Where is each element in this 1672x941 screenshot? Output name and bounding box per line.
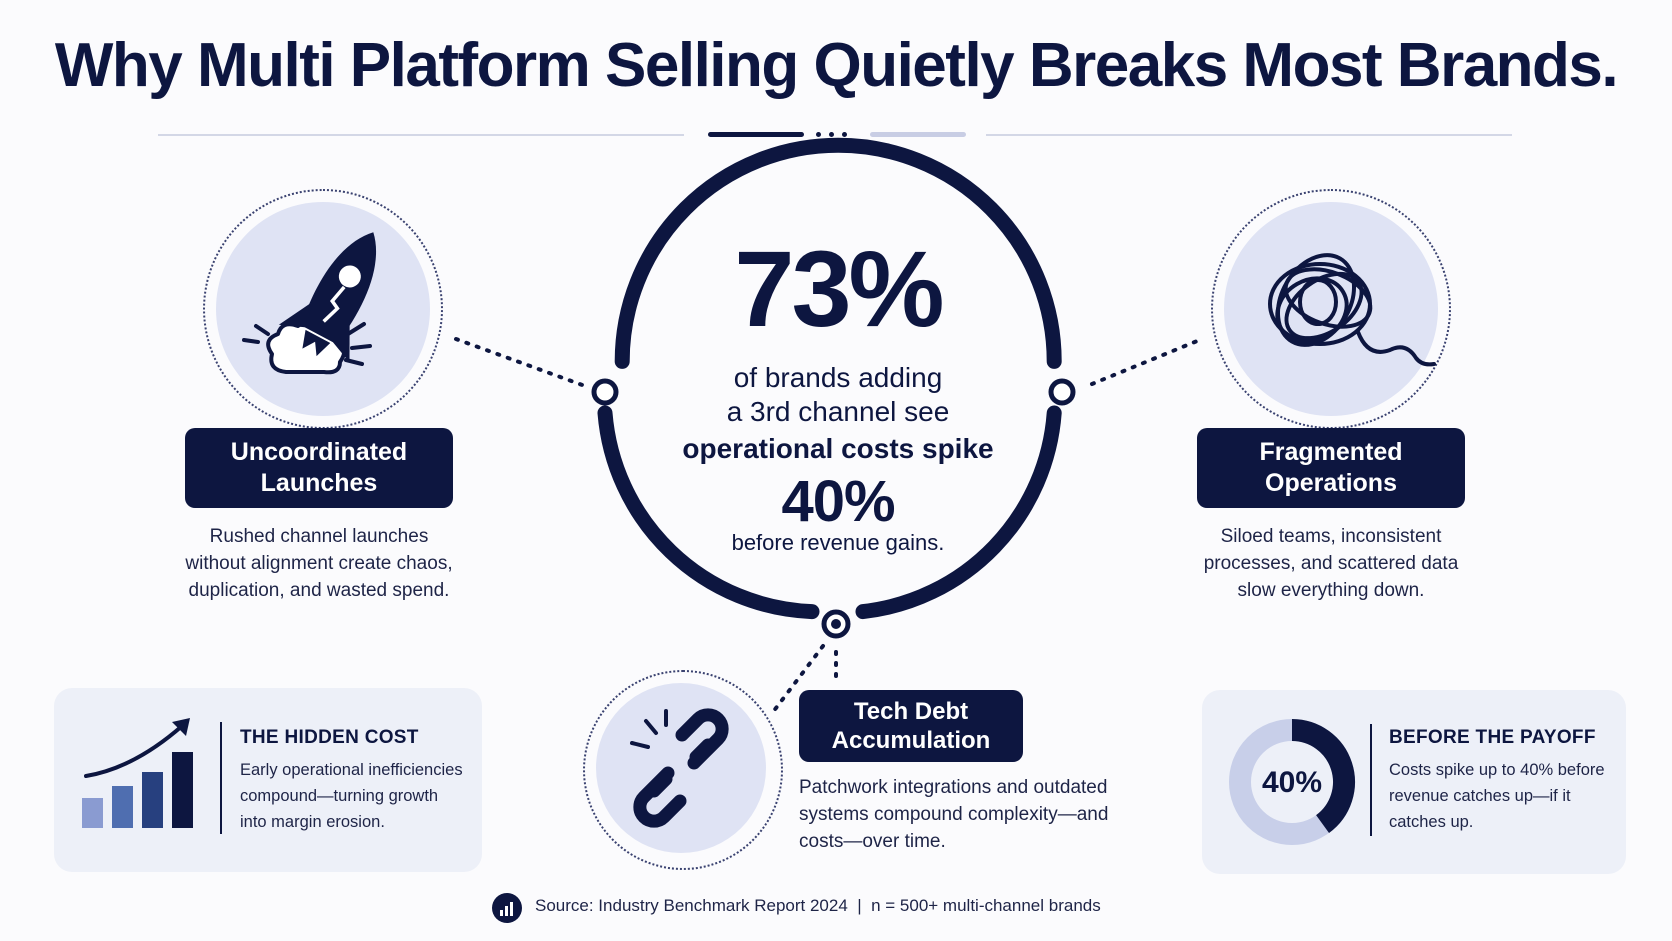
connector-left [454,337,587,388]
title-rule-dot [829,132,834,137]
right-feature-title-line-1: Fragmented [1259,438,1403,466]
left-desc-line: without alignment create chaos, [185,553,453,574]
ring-node-bottom-core [831,619,841,629]
bottom-desc-line: costs—over time. [799,831,946,852]
left-feature-description: Rushed channel launches without alignmen… [150,523,488,604]
title-rule-dot [842,132,847,137]
payoff-line: catches up. [1389,813,1474,831]
ring-arc-right [855,405,1062,620]
title-rule-left [158,134,684,136]
left-feature-title-line-2: Launches [260,469,378,497]
center-stat-secondary: 40% [781,469,895,534]
source-chart-icon [492,893,522,923]
hidden-cost-divider [220,722,222,834]
center-text-line-1: of brands adding [733,362,943,393]
title-rule-dot [816,132,821,137]
broken-chain-icon [630,708,729,828]
title-rule-accent-dark [708,132,804,137]
right-feature-title: Fragmented Operations [1197,428,1465,508]
right-desc-line: Siloed teams, inconsistent [1220,526,1442,547]
bottom-desc-line: Patchwork integrations and outdated [799,777,1108,798]
connector-bottom-diag [771,644,825,714]
bottom-feature-title-line-1: Tech Debt [853,698,969,725]
hidden-cost-text: Early operational inefficiencies compoun… [240,757,476,835]
hidden-cost-line: compound—turning growth [240,787,439,805]
donut-arc [1291,719,1355,833]
bottom-icon-ring [583,670,783,870]
connector-right [1090,337,1204,386]
right-feature-description: Siloed teams, inconsistent processes, an… [1162,523,1500,604]
source-note: Source: Industry Benchmark Report 2024 |… [535,896,1101,915]
title-rule-right [986,134,1512,136]
left-feature-title: Uncoordinated Launches [185,428,453,508]
headline-stat: 73% [734,228,944,349]
right-icon-disc [1224,202,1438,416]
ring-node-left [591,378,619,406]
ring-node-right [1048,378,1076,406]
right-feature-title-line-2: Operations [1265,469,1397,497]
tangle-icon [1268,253,1436,367]
ring-arc-top [614,137,1062,369]
center-text-line-4: before revenue gains. [731,530,945,555]
left-feature-title-line-1: Uncoordinated [230,438,408,466]
payoff-text: Costs spike up to 40% before revenue cat… [1389,757,1619,835]
payoff-donut-chart: 40% [1229,719,1355,845]
bottom-feature-title: Tech Debt Accumulation [799,690,1023,762]
center-text-emphasis: operational costs spike [682,433,994,464]
hidden-cost-card [54,688,482,872]
donut-label: 40% [1262,766,1322,799]
hidden-cost-title: THE HIDDEN COST [240,727,419,748]
rocket-icon [242,232,377,375]
hidden-cost-line: into margin erosion. [240,813,385,831]
center-text-line-2: a 3rd channel see [726,396,950,427]
payoff-line: Costs spike up to 40% before [1389,761,1605,779]
payoff-divider [1370,724,1372,836]
left-desc-line: duplication, and wasted spend. [188,580,450,601]
bottom-feature-description: Patchwork integrations and outdated syst… [799,774,1139,855]
bottom-feature-title-line-2: Accumulation [831,727,991,754]
ring-arc-left [597,405,820,620]
bottom-desc-line: systems compound complexity—and [799,804,1109,825]
payoff-title: BEFORE THE PAYOFF [1389,727,1596,748]
title-rule-accent-light [870,132,966,137]
page-title: Why Multi Platform Selling Quietly Break… [54,31,1619,100]
payoff-line: revenue catches up—if it [1389,787,1571,805]
right-desc-line: slow everything down. [1237,580,1425,601]
payoff-card [1202,690,1626,874]
growth-bar-chart-icon [82,718,193,828]
right-desc-line: processes, and scattered data [1203,553,1459,574]
left-desc-line: Rushed channel launches [209,526,429,547]
hidden-cost-line: Early operational inefficiencies [240,761,463,779]
bottom-icon-disc [596,683,766,853]
